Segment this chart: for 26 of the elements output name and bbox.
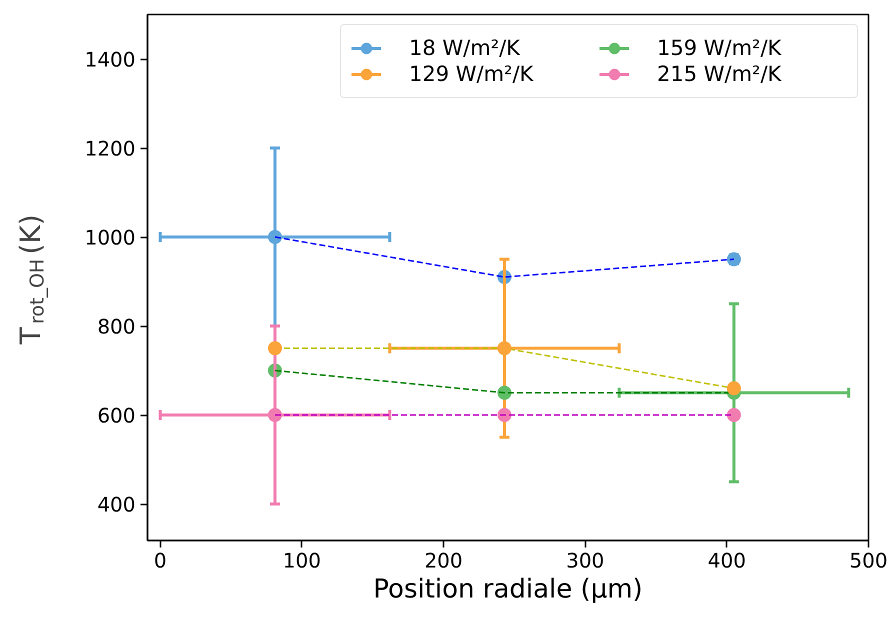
y-tick-label: 400 (97, 492, 136, 517)
x-tick-label: 100 (282, 548, 321, 572)
point (268, 230, 282, 244)
y-tick-label: 1200 (84, 136, 136, 161)
y-axis-title: Trot_OH(K) (14, 214, 48, 346)
x-tick-label: 400 (708, 548, 746, 572)
point (268, 341, 282, 356)
x-tick-label: 200 (424, 548, 463, 572)
point (497, 408, 512, 422)
y-tick-label: 1000 (84, 226, 136, 250)
point (726, 408, 741, 422)
legend-label: 159 W/m²/K (657, 36, 782, 60)
legend-label: 129 W/m²/K (409, 62, 534, 86)
point (726, 252, 741, 266)
x-axis-title: Position radiale (µm) (373, 574, 643, 604)
x-tick-label: 500 (849, 548, 888, 572)
x-tick-label: 300 (566, 548, 604, 572)
x-tick-label: 0 (154, 548, 167, 572)
legend-label: 18 W/m²/K (409, 36, 522, 60)
point (497, 341, 512, 356)
y-tick-label: 600 (97, 404, 136, 428)
point (726, 381, 741, 396)
legend-label: 215 W/m²/K (657, 62, 782, 86)
point (268, 408, 282, 422)
y-tick-label: 1400 (84, 48, 136, 72)
y-tick-label: 800 (97, 314, 136, 339)
